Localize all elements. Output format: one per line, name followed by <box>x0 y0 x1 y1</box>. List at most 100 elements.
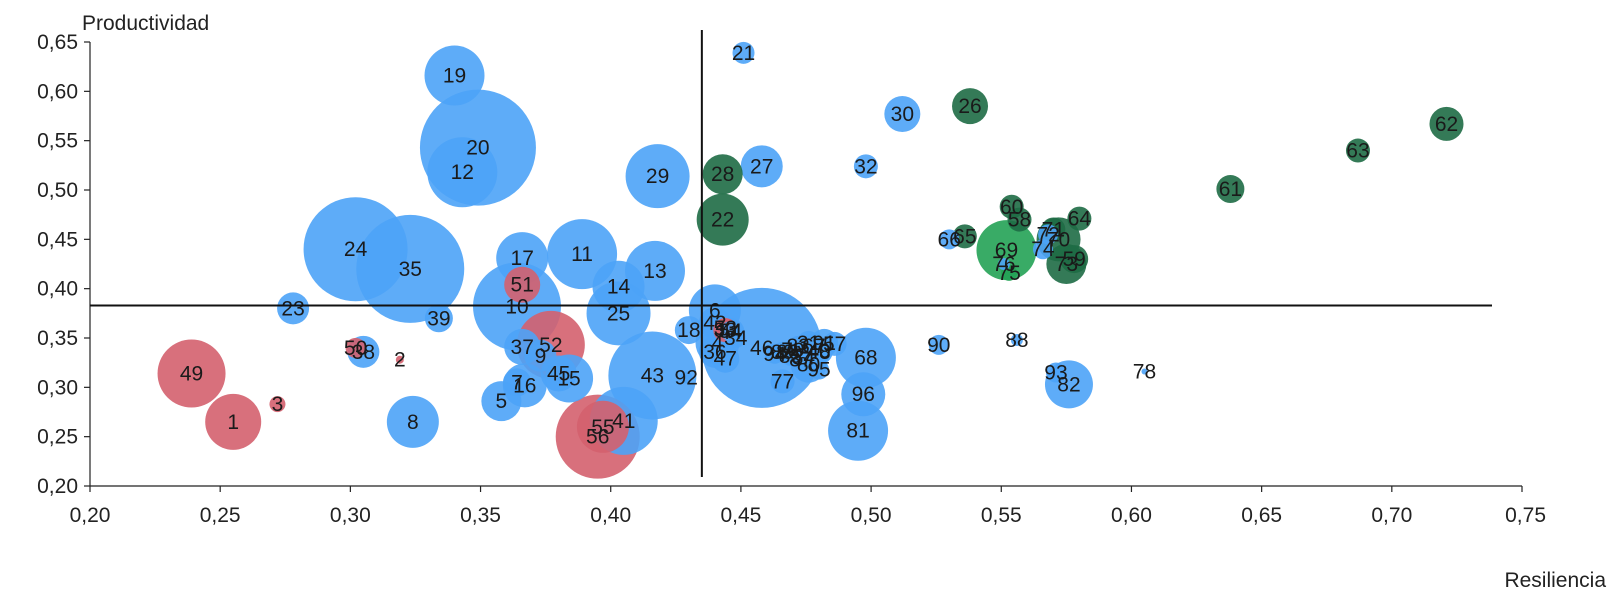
bubble-label-62: 62 <box>1435 113 1458 136</box>
bubble-label-34: 34 <box>724 327 748 350</box>
y-axis-title: Productividad <box>82 12 209 35</box>
bubble-label-83: 83 <box>787 335 810 358</box>
bubble-label-47: 47 <box>714 348 737 371</box>
bubble-60 <box>999 194 1024 219</box>
bubble-label-42: 42 <box>703 312 726 335</box>
bubble-92 <box>680 371 693 384</box>
bubble-label-55: 55 <box>591 416 614 439</box>
bubble-label-61: 61 <box>1219 178 1242 201</box>
bubble-label-68: 68 <box>854 347 877 370</box>
bubble-label-71: 71 <box>1042 218 1065 241</box>
bubble-label-82: 82 <box>1057 373 1080 396</box>
bubble-label-19: 19 <box>443 65 466 88</box>
bubble-label-20: 20 <box>466 137 489 160</box>
bubble-label-43: 43 <box>641 364 664 387</box>
bubble-label-95: 95 <box>807 359 830 382</box>
bubble-label-31: 31 <box>797 332 820 355</box>
bubble-1 <box>205 393 262 450</box>
bubble-label-70: 70 <box>1047 228 1070 251</box>
bubble-12 <box>427 137 498 208</box>
bubble-label-32: 32 <box>854 155 877 178</box>
bubble-18 <box>674 316 703 345</box>
bubble-17 <box>496 232 549 285</box>
bubble-96 <box>841 372 886 417</box>
x-tick-label: 0,65 <box>1241 504 1282 527</box>
bubble-label-25: 25 <box>607 302 630 325</box>
bubble-label-8: 8 <box>407 411 419 434</box>
bubble-label-29: 29 <box>646 165 669 188</box>
bubble-64 <box>1067 206 1092 231</box>
bubble-label-85: 85 <box>779 345 802 368</box>
bubble-label-23: 23 <box>281 297 304 320</box>
bubble-label-90: 90 <box>927 334 950 357</box>
bubble-label-11: 11 <box>571 243 593 266</box>
bubble-label-69: 69 <box>995 239 1018 262</box>
bubble-label-45: 45 <box>547 363 570 386</box>
bubble-2 <box>395 355 404 364</box>
bubble-94 <box>764 343 785 364</box>
bubble-label-77: 77 <box>771 370 794 393</box>
tick-labels-layer: 0,20 0,25 0,30 0,35 0,40 0,45 0,50 0,55 0,60 0,65… <box>37 31 1546 527</box>
bubble-label-72: 72 <box>1036 223 1059 246</box>
bubble-label-30: 30 <box>891 103 914 126</box>
bubble-label-74: 74 <box>1031 238 1055 261</box>
bubble-label-14: 14 <box>607 276 631 299</box>
bubble-label-76: 76 <box>992 253 1015 276</box>
bubble-14 <box>592 260 645 313</box>
bubble-label-36: 36 <box>703 341 726 364</box>
bubble-label-9: 9 <box>535 345 547 368</box>
bubble-label-73: 73 <box>1055 253 1078 276</box>
bubble-label-57: 57 <box>823 333 846 356</box>
bubble-95 <box>809 359 830 380</box>
bubble-label-24: 24 <box>344 238 368 261</box>
bubble-39 <box>424 304 453 333</box>
y-tick-label: 0,40 <box>37 278 78 301</box>
bubble-88 <box>1010 333 1023 346</box>
bubble-label-40: 40 <box>807 340 830 363</box>
bubble-label-26: 26 <box>958 95 981 118</box>
bubble-label-60: 60 <box>1000 196 1023 219</box>
bubble-label-54: 54 <box>719 320 743 343</box>
bubble-label-39: 39 <box>427 307 450 330</box>
bubble-label-44: 44 <box>719 321 743 344</box>
x-tick-label: 0,20 <box>70 504 111 527</box>
bubble-65 <box>952 224 977 249</box>
bubble-54 <box>720 321 741 342</box>
bubble-label-56: 56 <box>586 426 609 449</box>
bubble-51 <box>504 266 541 303</box>
bubble-93 <box>1045 362 1066 383</box>
y-tick-label: 0,60 <box>37 80 78 103</box>
bubble-label-80: 80 <box>797 354 820 377</box>
bubble-label-27: 27 <box>750 155 773 178</box>
bubbles-layer <box>157 41 1464 479</box>
bubble-label-22: 22 <box>711 209 734 232</box>
bubble-21 <box>732 41 755 64</box>
bubble-label-94: 94 <box>763 343 787 366</box>
bubble-label-91: 91 <box>813 332 836 355</box>
x-axis-title: Resiliencia <box>1504 569 1606 592</box>
bubble-30 <box>884 96 921 133</box>
bubble-label-37: 37 <box>511 336 534 359</box>
y-tick-label: 0,20 <box>37 475 78 498</box>
bubble-label-28: 28 <box>711 163 734 186</box>
bubble-19 <box>424 45 485 106</box>
bubble-49 <box>157 339 226 408</box>
x-tick-label: 0,30 <box>330 504 371 527</box>
bubble-28 <box>702 154 743 195</box>
bubble-label-53: 53 <box>714 317 737 340</box>
bubble-3 <box>269 396 286 413</box>
bubble-9 <box>524 339 557 372</box>
bubble-label-15: 15 <box>557 367 580 390</box>
y-tick-label: 0,55 <box>37 130 78 153</box>
bubble-label-3: 3 <box>272 393 284 416</box>
bubble-label-7: 7 <box>511 371 523 394</box>
bubble-22 <box>696 193 749 246</box>
bubble-62 <box>1429 106 1464 141</box>
bubble-label-21: 21 <box>732 42 755 65</box>
bubble-label-66: 66 <box>938 228 961 251</box>
bubble-label-18: 18 <box>677 319 700 342</box>
bubble-label-49: 49 <box>180 363 203 386</box>
y-tick-label: 0,25 <box>37 426 78 449</box>
bubble-label-17: 17 <box>511 247 534 270</box>
